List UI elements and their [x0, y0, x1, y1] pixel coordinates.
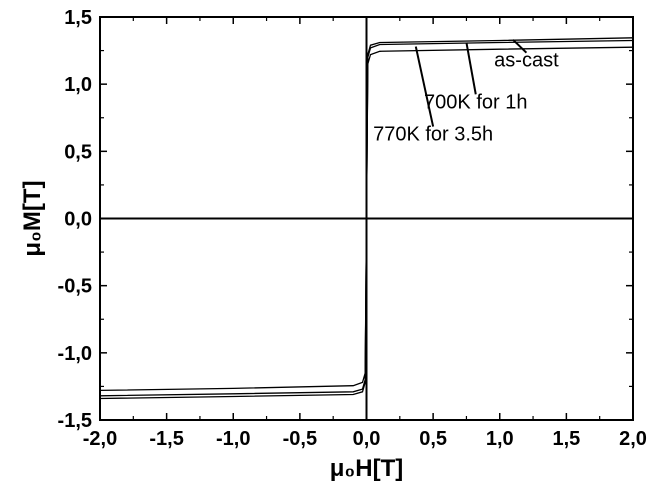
x-tick-label: 1,0: [486, 428, 514, 450]
x-tick-label: 0,0: [353, 428, 381, 450]
x-tick-label: -0,5: [283, 428, 317, 450]
annotation-label: 770K for 3.5h: [373, 124, 493, 146]
annotation-leader: [512, 39, 528, 54]
annotation-label: 700K for 1h: [424, 91, 527, 113]
x-tick-label: -1,0: [216, 428, 250, 450]
x-tick-label: -1,5: [149, 428, 183, 450]
annotation-layer: as-cast 700K for 1h 770K for 3.5h: [373, 39, 559, 146]
x-axis-label: μ₀H[T]: [330, 455, 403, 482]
annotation-label: as-cast: [494, 50, 559, 72]
series-layer: [99, 37, 634, 400]
x-tick-label: 2,0: [619, 428, 647, 450]
y-tick-label: -0,5: [58, 276, 92, 298]
annotation-leader: [465, 42, 477, 95]
series-line: [99, 46, 634, 392]
y-tick-label: 0,0: [64, 209, 92, 231]
y-tick-label: -1,0: [58, 343, 92, 365]
y-tick-label: 1,5: [64, 7, 92, 29]
y-tick-label: 0,5: [64, 141, 92, 163]
y-axis-label: μ₀M[T]: [19, 180, 46, 256]
y-tick-label: 1,0: [64, 74, 92, 96]
annotation-leader: [414, 46, 435, 127]
axes-layer: -2,0 -1,5 -1,0 -0,5 0,0 0,5 1,0 1,5 2,0-1,5-1,0-…: [19, 7, 647, 482]
x-tick-label: 1,5: [552, 428, 580, 450]
y-tick-label: -1,5: [58, 410, 92, 432]
x-tick-label: -2,0: [83, 428, 117, 450]
x-tick-label: 0,5: [419, 428, 447, 450]
